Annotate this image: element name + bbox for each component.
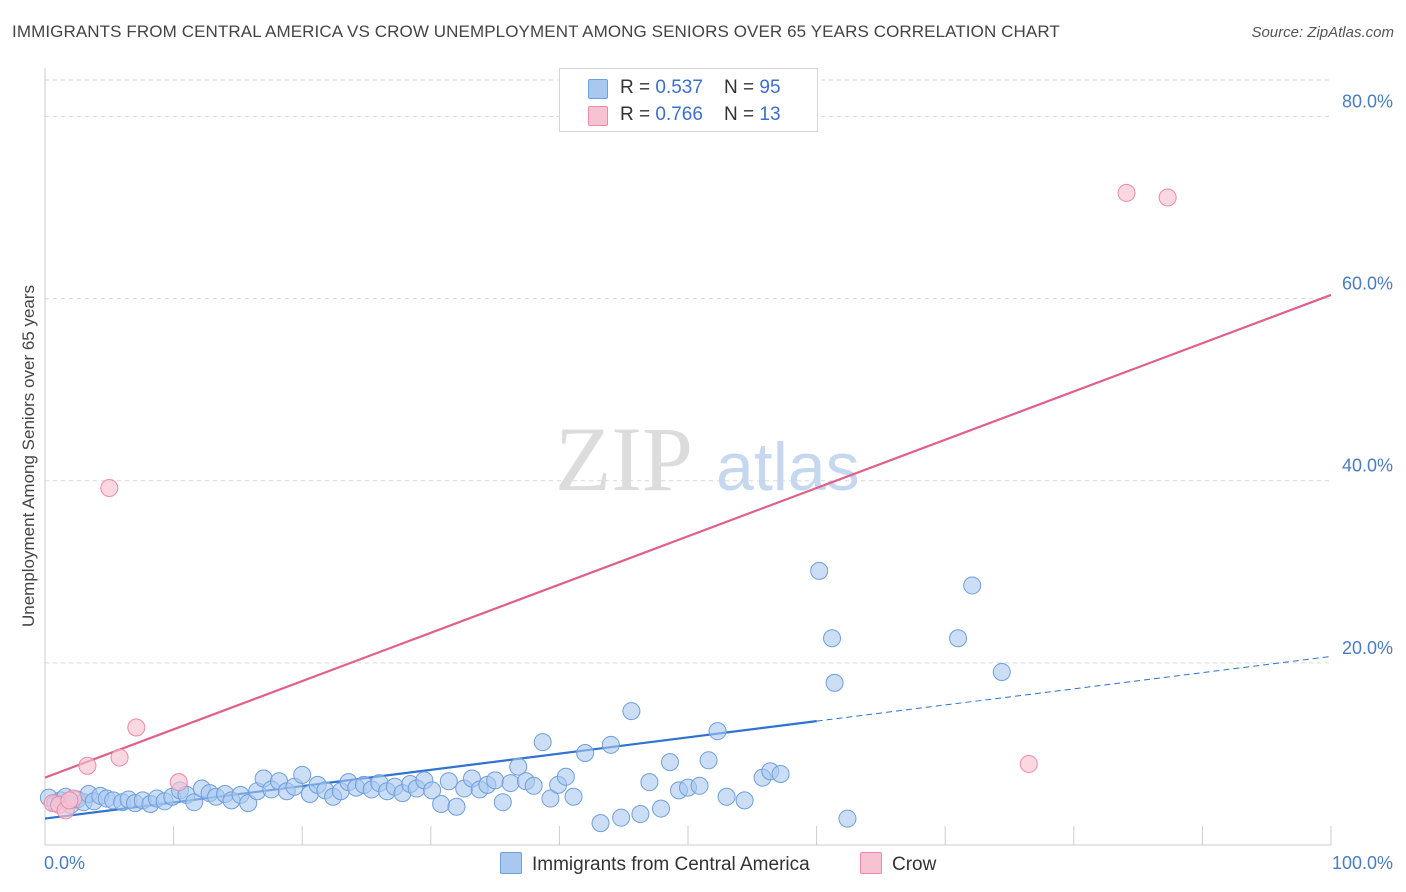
axes	[44, 68, 1332, 846]
legend-r-label: R =	[620, 77, 656, 98]
point-immigrants	[622, 702, 641, 721]
point-immigrants	[533, 733, 552, 752]
point-crow	[100, 479, 119, 497]
point-immigrants	[501, 774, 520, 793]
point-immigrants	[708, 722, 727, 741]
point-immigrants	[591, 814, 610, 833]
point-immigrants	[293, 765, 312, 784]
bottom-legend-immigrants: Immigrants from Central America	[500, 852, 810, 876]
correlation-legend: R = 0.537 N = 95 R = 0.766 N = 13	[559, 68, 818, 132]
point-immigrants	[735, 791, 754, 810]
y-tick-label: 40.0%	[1342, 456, 1393, 476]
point-immigrants	[631, 805, 650, 824]
point-crow	[1019, 754, 1038, 773]
x-tick-labels: 0.0% 100.0%	[44, 853, 1393, 873]
point-immigrants	[699, 751, 718, 770]
point-immigrants	[612, 808, 631, 827]
legend-n-value: 13	[759, 104, 781, 125]
gridlines	[45, 79, 1331, 664]
point-immigrants	[963, 576, 982, 595]
point-immigrants	[576, 744, 595, 763]
point-crow	[110, 748, 129, 767]
legend-label-immigrants: Immigrants from Central America	[532, 854, 810, 875]
point-immigrants	[486, 771, 505, 790]
point-immigrants	[556, 767, 575, 786]
point-crow	[78, 756, 97, 775]
point-immigrants	[823, 629, 842, 648]
point-crow	[1117, 183, 1136, 202]
trend-lines	[44, 293, 1332, 820]
legend-r-label: R =	[620, 104, 656, 125]
point-immigrants	[810, 561, 829, 580]
point-crow	[169, 773, 188, 792]
point-immigrants	[651, 799, 670, 818]
point-immigrants	[992, 662, 1011, 681]
y-tick-labels: 20.0% 40.0% 60.0% 80.0%	[1342, 91, 1393, 657]
watermark-atlas: atlas	[716, 429, 860, 505]
x-tick-label-max: 100.0%	[1332, 853, 1393, 873]
legend-r-value: 0.537	[655, 77, 703, 98]
point-immigrants	[423, 781, 442, 800]
point-immigrants	[447, 797, 466, 816]
point-immigrants	[564, 787, 583, 806]
point-immigrants	[838, 809, 857, 828]
legend-swatch-pink	[860, 852, 882, 874]
x-tick-label-min: 0.0%	[44, 853, 85, 873]
legend-label-crow: Crow	[892, 854, 937, 875]
point-immigrants	[185, 793, 204, 812]
point-crow	[127, 718, 146, 737]
point-immigrants	[640, 773, 659, 792]
legend-r-value: 0.766	[655, 104, 703, 125]
watermark: ZIP atlas	[555, 408, 860, 510]
legend-swatch-pink	[588, 106, 608, 126]
point-immigrants	[439, 772, 458, 791]
y-tick-label: 60.0%	[1342, 274, 1393, 294]
y-tick-label: 20.0%	[1342, 638, 1393, 658]
watermark-zip: ZIP	[555, 408, 693, 510]
chart-title: IMMIGRANTS FROM CENTRAL AMERICA VS CROW …	[12, 22, 1060, 41]
point-immigrants	[509, 757, 528, 776]
legend-n-label: N =	[724, 104, 760, 125]
point-immigrants	[493, 793, 512, 812]
trend-line-immigrants-extension	[816, 655, 1332, 722]
legend-swatch-blue	[588, 79, 608, 99]
point-crow	[60, 791, 79, 810]
legend-n-value: 95	[759, 77, 781, 98]
trend-line-crow	[44, 293, 1332, 779]
point-immigrants	[524, 776, 543, 795]
point-immigrants	[690, 776, 709, 795]
point-immigrants	[541, 789, 560, 808]
point-crow	[1158, 188, 1177, 207]
point-immigrants	[717, 787, 736, 806]
point-immigrants	[949, 629, 968, 648]
point-immigrants	[601, 735, 620, 754]
source-label: Source: ZipAtlas.com	[1251, 24, 1394, 41]
point-immigrants	[825, 673, 844, 692]
bottom-legend-crow: Crow	[860, 852, 936, 876]
point-immigrants	[660, 753, 679, 772]
data-points	[39, 183, 1177, 833]
y-tick-label: 80.0%	[1342, 91, 1393, 111]
point-immigrants	[771, 764, 790, 783]
y-axis-label: Unemployment Among Seniors over 65 years	[19, 285, 38, 627]
legend-swatch-blue	[500, 852, 522, 874]
legend-n-label: N =	[724, 77, 760, 98]
point-immigrants	[432, 795, 451, 814]
